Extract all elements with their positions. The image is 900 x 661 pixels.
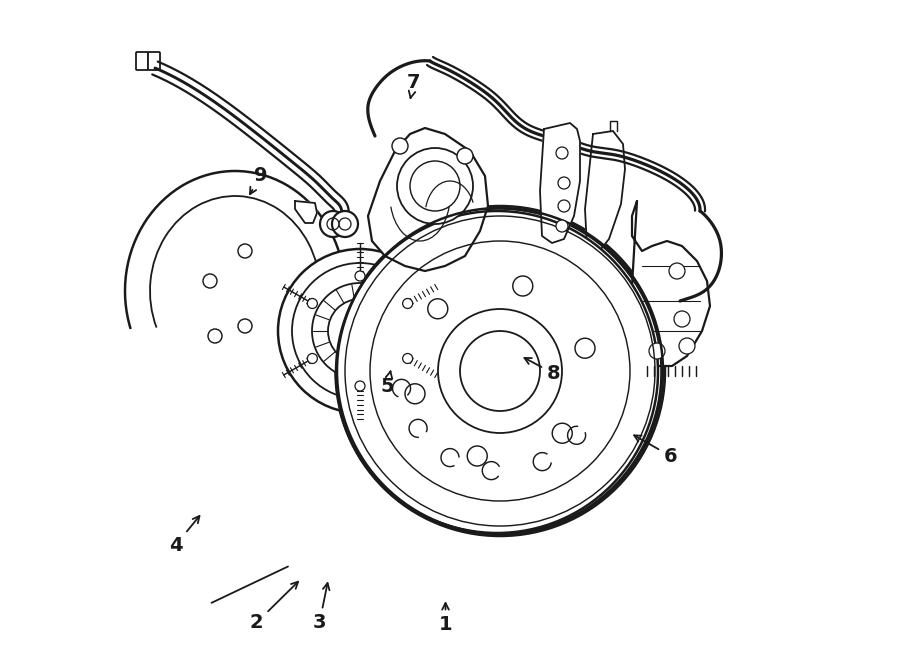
Circle shape — [292, 263, 428, 399]
Circle shape — [208, 329, 222, 343]
Text: 7: 7 — [407, 73, 421, 98]
Circle shape — [203, 274, 217, 288]
Circle shape — [335, 206, 665, 536]
Circle shape — [556, 147, 568, 159]
Circle shape — [308, 299, 318, 309]
FancyBboxPatch shape — [136, 52, 148, 70]
Circle shape — [513, 276, 533, 296]
Circle shape — [312, 283, 408, 379]
Circle shape — [278, 249, 442, 413]
Circle shape — [320, 211, 346, 237]
Polygon shape — [368, 128, 488, 271]
Polygon shape — [585, 131, 625, 254]
Text: 5: 5 — [380, 371, 394, 396]
Text: 1: 1 — [438, 603, 453, 634]
Circle shape — [410, 161, 460, 211]
Text: 6: 6 — [634, 436, 678, 465]
Circle shape — [558, 200, 570, 212]
Circle shape — [460, 331, 540, 411]
Circle shape — [328, 299, 392, 363]
Circle shape — [402, 299, 412, 309]
Circle shape — [354, 325, 366, 337]
Circle shape — [345, 316, 375, 346]
Circle shape — [674, 311, 690, 327]
Circle shape — [438, 309, 562, 433]
Polygon shape — [285, 353, 315, 371]
Circle shape — [575, 338, 595, 358]
Circle shape — [467, 446, 487, 466]
Polygon shape — [295, 201, 317, 223]
Circle shape — [392, 138, 408, 154]
Circle shape — [336, 211, 658, 533]
Circle shape — [428, 299, 448, 319]
Text: 4: 4 — [168, 516, 200, 555]
Circle shape — [238, 244, 252, 258]
Circle shape — [402, 354, 412, 364]
Polygon shape — [632, 201, 710, 366]
FancyBboxPatch shape — [148, 52, 160, 70]
Circle shape — [332, 211, 358, 237]
Circle shape — [556, 220, 568, 232]
Text: 9: 9 — [250, 166, 268, 194]
Text: 8: 8 — [525, 358, 561, 383]
Circle shape — [649, 343, 665, 359]
Polygon shape — [540, 123, 580, 243]
Circle shape — [355, 271, 365, 281]
Circle shape — [558, 177, 570, 189]
Circle shape — [238, 319, 252, 333]
Circle shape — [397, 148, 473, 224]
Circle shape — [669, 263, 685, 279]
Circle shape — [355, 381, 365, 391]
Circle shape — [553, 423, 572, 444]
Text: 3: 3 — [313, 583, 329, 632]
Circle shape — [308, 354, 318, 364]
Circle shape — [457, 148, 473, 164]
Circle shape — [679, 338, 695, 354]
Circle shape — [336, 208, 662, 535]
Text: 2: 2 — [249, 582, 298, 632]
Circle shape — [405, 384, 425, 404]
